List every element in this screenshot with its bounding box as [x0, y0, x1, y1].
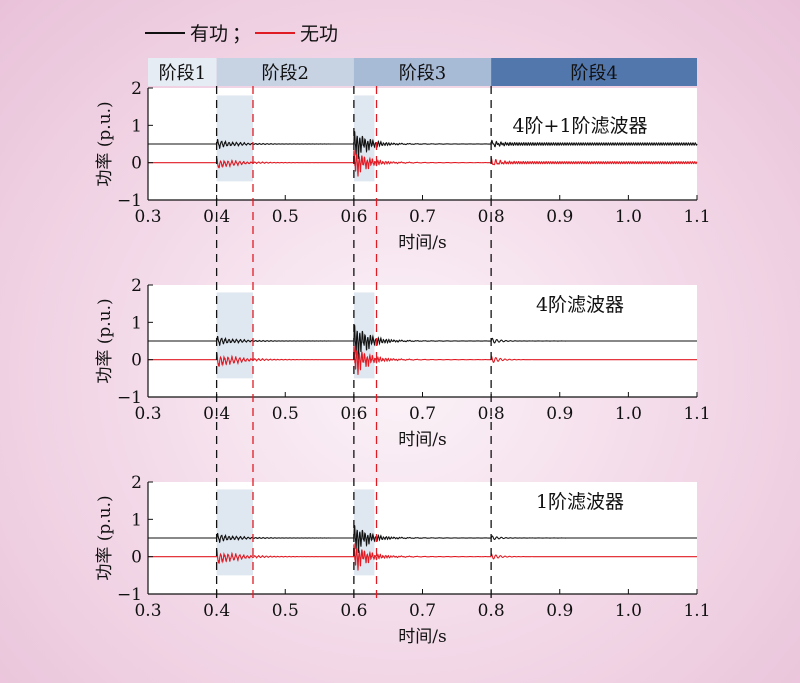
stage-label-1: 阶段1 — [159, 63, 206, 84]
x-tick-label: 0.5 — [272, 404, 299, 424]
x-axis-label: 时间/s — [398, 233, 446, 253]
x-tick-label: 1.1 — [683, 207, 710, 227]
x-tick-label: 1.0 — [615, 601, 642, 621]
x-tick-label: 0.9 — [546, 404, 573, 424]
panel-annotation: 4阶滤波器 — [536, 294, 624, 316]
x-axis-label: 时间/s — [398, 430, 446, 450]
panel-1: 210−10.3 0.4 0.5 0.6 0.7 0.8 0.9 1.0 1.1时间/s功率 (… — [95, 79, 711, 253]
x-tick-label: 1.1 — [683, 404, 710, 424]
panel-annotation: 1阶滤波器 — [536, 491, 624, 513]
x-tick-label: 0.4 — [203, 601, 230, 621]
x-tick-label: 0.6 — [340, 601, 367, 621]
x-tick-label: 1.0 — [615, 207, 642, 227]
y-tick-label: 2 — [131, 473, 142, 493]
series-line-active — [148, 525, 697, 553]
shaded-interval-1 — [216, 489, 253, 576]
panel-3: 2 1 0 −10.3 0.4 0.5 0.6 0.7 0.8 0.9 1.0 1.1 时间/s 功率 (… — [95, 473, 711, 647]
x-tick-label: 0.9 — [546, 207, 573, 227]
y-tick-label: 2 — [131, 276, 142, 296]
x-tick-label: 0.3 — [134, 404, 161, 424]
legend-reactive-label: 无功 — [300, 23, 338, 45]
series-line-active — [148, 131, 698, 159]
y-tick-label: −1 — [117, 191, 142, 211]
x-tick-label: 0.3 — [134, 601, 161, 621]
y-axis-label: 功率 (p.u.) — [95, 495, 115, 580]
stage-band-1 — [148, 58, 217, 86]
stage-label-2: 阶段2 — [262, 63, 309, 84]
y-tick-label: 1 — [131, 510, 142, 530]
panel-annotation: 4阶+1阶滤波器 — [512, 115, 647, 137]
x-axis-label: 时间/s — [398, 627, 446, 647]
x-tick-label: 0.8 — [478, 601, 505, 621]
y-tick-label: 0 — [131, 154, 142, 174]
x-tick-label: 0.7 — [409, 404, 436, 424]
x-tick-label: 1.1 — [683, 601, 710, 621]
shaded-interval-1 — [216, 292, 253, 379]
y-tick-label: 1 — [131, 313, 142, 333]
panel-2: 210−10.3 0.4 0.5 0.6 0.7 0.8 0.9 1.0 1.1时间/s功率 (… — [95, 276, 711, 450]
x-tick-label: 0.3 — [134, 207, 161, 227]
x-tick-label: 0.5 — [272, 207, 299, 227]
legend-active-label: 有功 — [190, 23, 228, 45]
x-tick-label: 0.7 — [409, 601, 436, 621]
shaded-interval-1 — [216, 95, 253, 182]
y-tick-label: 1 — [131, 116, 142, 136]
x-tick-label: 0.5 — [272, 601, 299, 621]
x-tick-label: 1.0 — [615, 404, 642, 424]
y-tick-label: 0 — [131, 351, 142, 371]
y-tick-label: −1 — [117, 388, 142, 408]
x-tick-label: 0.7 — [409, 207, 436, 227]
y-axis-label: 功率 (p.u.) — [95, 101, 115, 186]
stage-label-4: 阶段4 — [570, 63, 617, 84]
series-line-reactive — [148, 149, 698, 177]
stage-label-3: 阶段3 — [399, 63, 446, 84]
x-tick-label: 0.9 — [546, 601, 573, 621]
y-tick-label: 0 — [131, 548, 142, 568]
stage-band-3 — [353, 58, 492, 86]
legend-separator: ； — [232, 23, 251, 45]
series-line-active — [148, 324, 697, 360]
y-tick-label: 2 — [131, 79, 142, 99]
series-line-reactive — [148, 543, 697, 571]
series-line-reactive — [148, 344, 697, 375]
y-axis-label: 功率 (p.u.) — [95, 298, 115, 383]
stage-band-4 — [491, 58, 697, 86]
y-tick-label: −1 — [117, 585, 142, 605]
stage-band-2 — [216, 58, 354, 86]
